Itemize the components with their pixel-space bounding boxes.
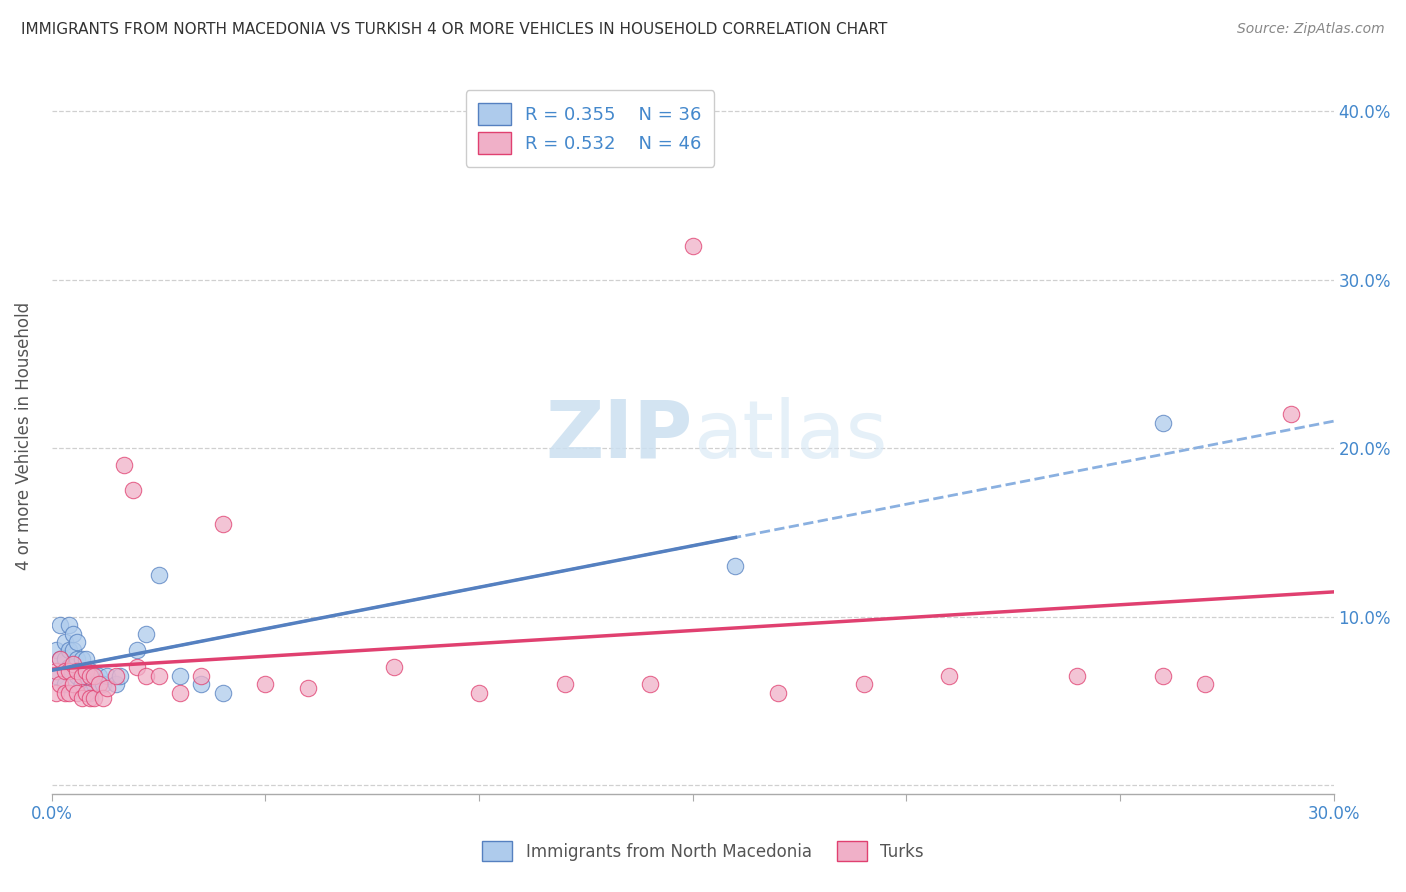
Point <box>70 669 93 683</box>
Point <box>45 664 67 678</box>
Point <box>112 458 135 472</box>
Point <box>66 652 89 666</box>
Point <box>87 677 110 691</box>
Point <box>135 669 157 683</box>
Point <box>70 652 93 666</box>
Point <box>83 677 105 691</box>
Point <box>53 685 76 699</box>
Point <box>96 669 118 683</box>
Point <box>75 685 97 699</box>
Point <box>1066 669 1088 683</box>
Point <box>75 669 97 683</box>
Point <box>79 690 101 705</box>
Point <box>62 677 84 691</box>
Point <box>66 635 89 649</box>
Point <box>1152 416 1174 430</box>
Point <box>468 685 491 699</box>
Point <box>91 690 114 705</box>
Point <box>45 685 67 699</box>
Point <box>70 677 93 691</box>
Point <box>211 685 233 699</box>
Point <box>104 677 127 691</box>
Point <box>297 681 319 695</box>
Legend: R = 0.355    N = 36, R = 0.532    N = 46: R = 0.355 N = 36, R = 0.532 N = 46 <box>465 90 714 167</box>
Point <box>766 685 789 699</box>
Point <box>254 677 277 691</box>
Point <box>108 669 131 683</box>
Point <box>91 677 114 691</box>
Point <box>58 643 80 657</box>
Point <box>148 567 170 582</box>
Point <box>135 626 157 640</box>
Text: Source: ZipAtlas.com: Source: ZipAtlas.com <box>1237 22 1385 37</box>
Point <box>553 677 575 691</box>
Point <box>49 652 72 666</box>
Point <box>104 669 127 683</box>
Point <box>852 677 875 691</box>
Point <box>148 669 170 683</box>
Point <box>58 660 80 674</box>
Point <box>127 643 149 657</box>
Point <box>1152 669 1174 683</box>
Text: ZIP: ZIP <box>546 397 693 475</box>
Point <box>58 664 80 678</box>
Point <box>75 652 97 666</box>
Point <box>96 681 118 695</box>
Point <box>169 669 191 683</box>
Point <box>79 664 101 678</box>
Point <box>53 677 76 691</box>
Point <box>83 669 105 683</box>
Point <box>66 685 89 699</box>
Point <box>127 660 149 674</box>
Legend: Immigrants from North Macedonia, Turks: Immigrants from North Macedonia, Turks <box>470 828 936 875</box>
Point <box>83 690 105 705</box>
Point <box>682 239 704 253</box>
Point <box>190 669 212 683</box>
Point <box>53 652 76 666</box>
Point <box>45 643 67 657</box>
Point <box>49 677 72 691</box>
Point <box>70 690 93 705</box>
Point <box>66 664 89 678</box>
Text: atlas: atlas <box>693 397 887 475</box>
Point <box>45 669 67 683</box>
Point <box>66 669 89 683</box>
Point <box>938 669 960 683</box>
Point <box>79 669 101 683</box>
Point <box>211 516 233 531</box>
Point <box>75 664 97 678</box>
Point <box>53 635 76 649</box>
Text: IMMIGRANTS FROM NORTH MACEDONIA VS TURKISH 4 OR MORE VEHICLES IN HOUSEHOLD CORRE: IMMIGRANTS FROM NORTH MACEDONIA VS TURKI… <box>21 22 887 37</box>
Point <box>62 626 84 640</box>
Point <box>1279 408 1302 422</box>
Point <box>122 483 145 498</box>
Point <box>1194 677 1216 691</box>
Point <box>87 669 110 683</box>
Point <box>58 618 80 632</box>
Point <box>638 677 661 691</box>
Point <box>62 657 84 671</box>
Point <box>382 660 405 674</box>
Point <box>49 618 72 632</box>
Point <box>58 685 80 699</box>
Point <box>49 652 72 666</box>
Point <box>724 559 747 574</box>
Point <box>53 664 76 678</box>
Point <box>190 677 212 691</box>
Point <box>169 685 191 699</box>
Point <box>62 643 84 657</box>
Point <box>79 685 101 699</box>
Point <box>62 660 84 674</box>
Y-axis label: 4 or more Vehicles in Household: 4 or more Vehicles in Household <box>15 301 32 570</box>
